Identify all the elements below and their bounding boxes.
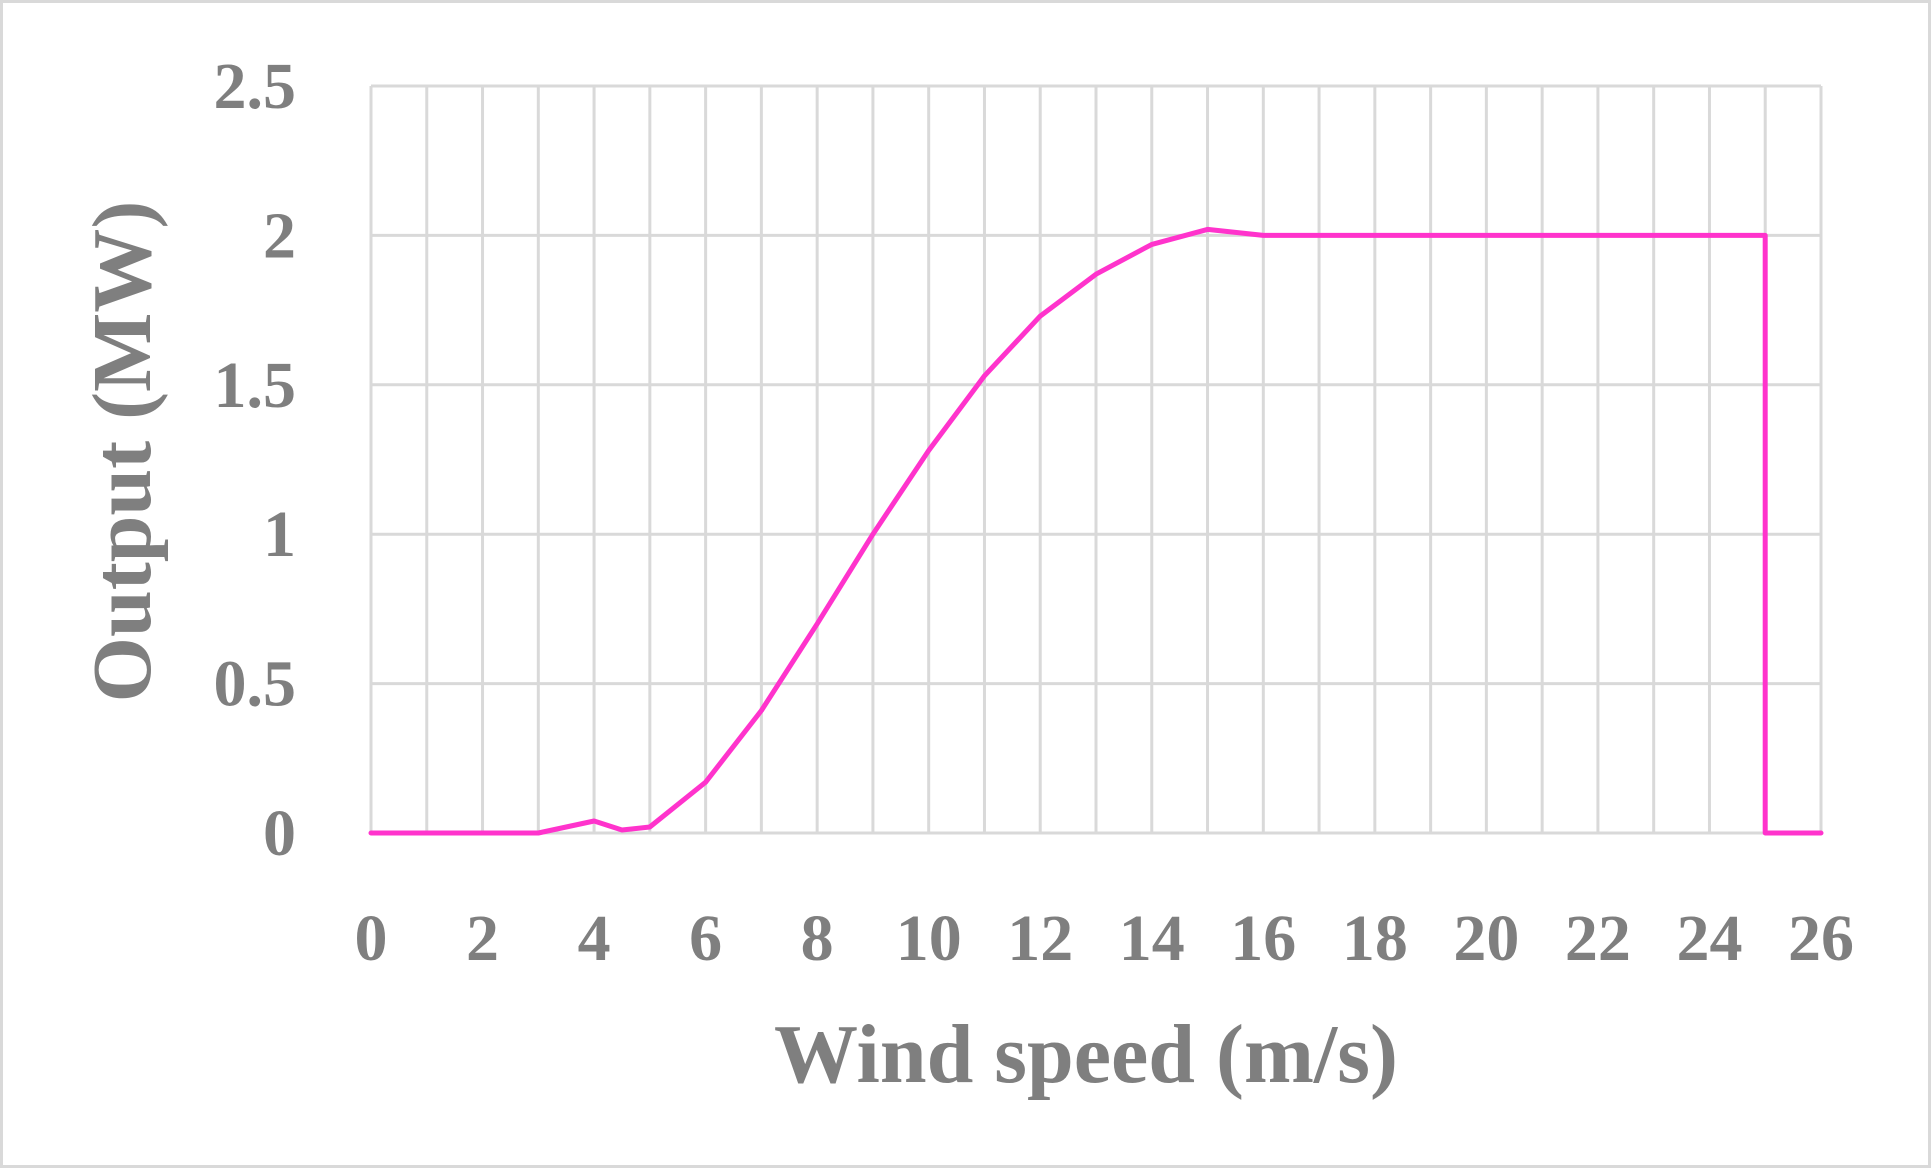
y-tick-label: 0.5 [214,648,297,721]
x-tick-label: 2 [466,902,499,975]
y-axis-title: Output (MW) [76,201,169,703]
series-layer [368,226,1824,836]
x-tick-label: 14 [1119,902,1185,975]
x-axis-title: Wind speed (m/s) [774,1008,1398,1101]
x-tick-labels: 0 2 4 6 8 10 12 14 16 18 20 22 24 26 [355,902,1855,975]
x-tick-label: 6 [689,902,722,975]
grid-lines [369,84,1823,835]
x-tick-label: 18 [1342,902,1408,975]
x-tick-label: 24 [1676,902,1742,975]
y-tick-label: 1 [263,498,296,571]
y-tick-label: 0 [263,797,296,870]
x-tick-label: 20 [1453,902,1519,975]
x-tick-label: 4 [578,902,611,975]
power-curve-line [368,226,1824,836]
x-tick-label: 16 [1230,902,1296,975]
x-tick-label: 10 [896,902,962,975]
y-tick-label: 2.5 [214,50,297,123]
x-tick-label: 22 [1565,902,1631,975]
y-tick-labels: 0 0.5 1 1.5 2 2.5 [214,50,297,870]
x-tick-label: 0 [355,902,388,975]
y-tick-label: 2 [263,199,296,272]
y-tick-label: 1.5 [214,349,297,422]
x-tick-label: 8 [801,902,834,975]
x-tick-label: 12 [1007,902,1073,975]
x-tick-label: 26 [1788,902,1854,975]
